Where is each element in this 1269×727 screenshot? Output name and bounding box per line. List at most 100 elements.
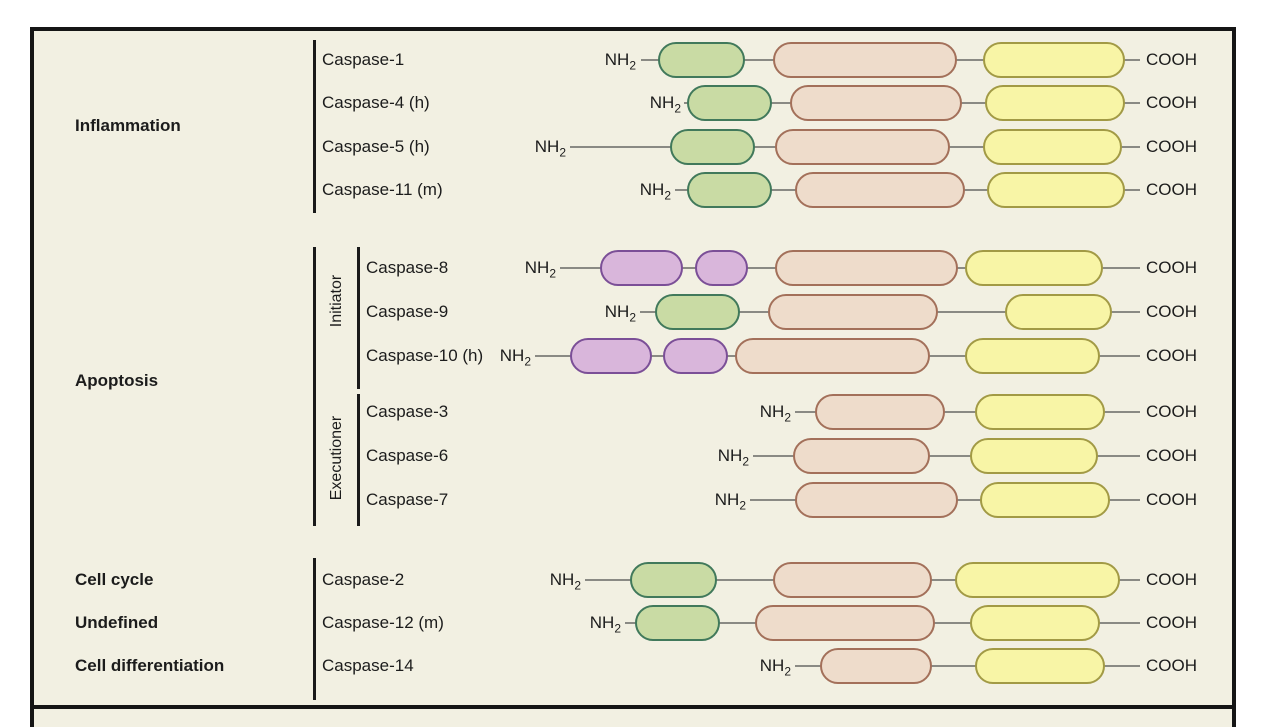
small-subunit-domain — [1005, 294, 1112, 330]
ded-domain — [663, 338, 728, 374]
caspase-name-caspase-1: Caspase-1 — [322, 50, 405, 69]
cooh-label: COOH — [1146, 446, 1197, 465]
backbone-line — [753, 455, 1140, 457]
nh2-label: NH2 — [499, 346, 531, 369]
large-subunit-domain — [793, 438, 930, 474]
nh2-text: NH — [649, 93, 675, 112]
nh2-label: NH2 — [549, 570, 581, 593]
large-subunit-domain — [773, 562, 932, 598]
large-subunit-domain — [755, 605, 935, 641]
nh2-text: NH — [604, 50, 630, 69]
nh2-subscript: 2 — [784, 410, 791, 425]
ded-domain — [695, 250, 748, 286]
nh2-label: NH2 — [760, 656, 791, 677]
nh2-text: NH — [499, 346, 525, 365]
cooh-label: COOH — [1146, 258, 1197, 277]
card-domain — [655, 294, 740, 330]
ded-domain — [570, 338, 652, 374]
nh2-subscript: 2 — [574, 578, 581, 593]
large-subunit-domain — [775, 129, 950, 165]
nh2-subscript: 2 — [629, 310, 636, 325]
nh2-text: NH — [524, 258, 550, 277]
large-subunit-domain — [795, 172, 965, 208]
large-subunit-domain — [815, 394, 945, 430]
ded-domain — [600, 250, 683, 286]
cooh-label: COOH — [1146, 302, 1197, 321]
card-domain — [670, 129, 755, 165]
caspase-name-caspase-14: Caspase-14 — [322, 656, 414, 675]
large-subunit-domain — [820, 648, 932, 684]
card-domain — [630, 562, 717, 598]
nh2-subscript: 2 — [524, 354, 531, 369]
separator-line-4 — [313, 558, 316, 700]
nh2-subscript: 2 — [629, 58, 636, 73]
caspase-name-caspase-8: Caspase-8 — [366, 258, 449, 277]
nh2-text: NH — [714, 490, 740, 509]
nh2-label: NH2 — [639, 180, 671, 201]
nh2-text: NH — [604, 302, 630, 321]
cooh-label: COOH — [1146, 613, 1197, 632]
nh2-text: NH — [534, 137, 560, 156]
cooh-label: COOH — [1146, 180, 1197, 199]
caspase-name-caspase-9: Caspase-9 — [366, 302, 449, 321]
nh2-label: NH2 — [524, 258, 556, 281]
small-subunit-domain — [983, 42, 1125, 78]
cooh-label: COOH — [1146, 656, 1197, 675]
small-subunit-domain — [985, 85, 1125, 121]
caspase-name-caspase-3: Caspase-3 — [366, 402, 449, 421]
large-subunit-domain — [790, 85, 962, 121]
large-subunit-domain — [775, 250, 958, 286]
small-subunit-domain — [987, 172, 1125, 208]
large-subunit-domain — [735, 338, 930, 374]
nh2-label: NH2 — [534, 137, 566, 158]
cooh-label: COOH — [1146, 490, 1197, 509]
small-subunit-domain — [955, 562, 1120, 598]
backbone-line — [795, 411, 1140, 413]
nh2-text: NH — [639, 180, 665, 199]
large-subunit-domain — [768, 294, 938, 330]
small-subunit-domain — [975, 648, 1105, 684]
nh2-label: NH2 — [717, 446, 749, 469]
cooh-label: COOH — [1146, 50, 1197, 69]
nh2-label: NH2 — [649, 93, 681, 114]
nh2-subscript: 2 — [549, 266, 556, 281]
large-subunit-domain — [773, 42, 957, 78]
separator-line-1 — [313, 247, 316, 526]
small-subunit-domain — [970, 605, 1100, 641]
sublabel-initiator: Initiator — [328, 274, 345, 328]
nh2-text: NH — [549, 570, 575, 589]
caspase-name-caspase-12-m: Caspase-12 (m) — [322, 613, 444, 632]
nh2-label: NH2 — [590, 613, 621, 636]
nh2-subscript: 2 — [614, 621, 621, 636]
nh2-text: NH — [717, 446, 743, 465]
nh2-subscript: 2 — [739, 498, 746, 513]
card-domain — [658, 42, 745, 78]
caspase-name-caspase-11-m: Caspase-11 (m) — [322, 180, 443, 199]
nh2-label: NH2 — [604, 50, 636, 73]
small-subunit-domain — [970, 438, 1098, 474]
cooh-label: COOH — [1146, 93, 1197, 112]
nh2-label: NH2 — [604, 302, 636, 325]
caspase-name-caspase-7: Caspase-7 — [366, 490, 449, 509]
cooh-label: COOH — [1146, 137, 1197, 156]
caspase-name-caspase-6: Caspase-6 — [366, 446, 449, 465]
small-subunit-domain — [975, 394, 1105, 430]
separator-line-3 — [357, 394, 360, 526]
small-subunit-domain — [965, 250, 1103, 286]
legend-divider-line — [34, 705, 1232, 709]
group-label-cell-differentiation: Cell differentiation — [75, 656, 225, 675]
small-subunit-domain — [980, 482, 1110, 518]
cooh-label: COOH — [1146, 346, 1197, 365]
group-label-inflammation: Inflammation — [75, 116, 181, 135]
card-domain — [687, 85, 772, 121]
nh2-text: NH — [759, 402, 785, 421]
nh2-subscript: 2 — [742, 454, 749, 469]
separator-line-0 — [313, 40, 316, 213]
caspase-name-caspase-4-h: Caspase-4 (h) — [322, 93, 430, 112]
small-subunit-domain — [983, 129, 1122, 165]
caspase-name-caspase-2: Caspase-2 — [322, 570, 405, 589]
separator-line-2 — [357, 247, 360, 389]
card-domain — [635, 605, 720, 641]
cooh-label: COOH — [1146, 570, 1197, 589]
caspase-name-caspase-10-h: Caspase-10 (h) — [366, 346, 484, 365]
